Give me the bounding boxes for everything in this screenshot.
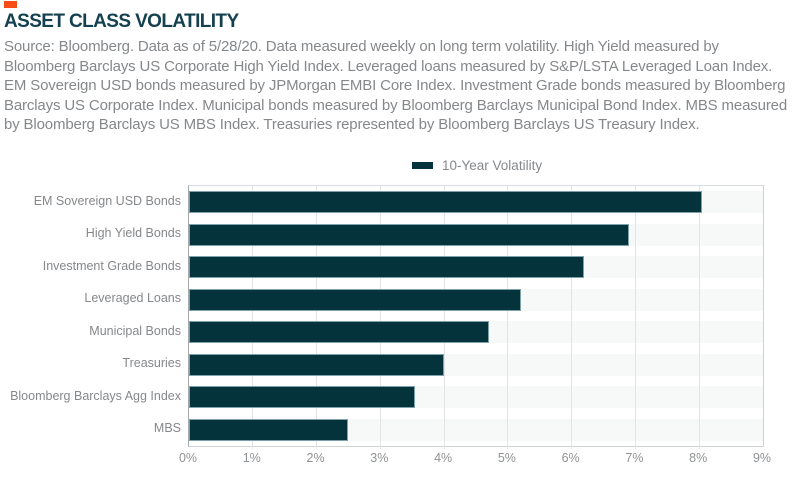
page-title: ASSET CLASS VOLATILITY bbox=[4, 11, 239, 32]
x-axis-tick-label: 9% bbox=[752, 451, 772, 465]
category-label-high-yield-bonds: High Yield Bonds bbox=[85, 226, 181, 241]
brand-accent-chip bbox=[4, 1, 17, 8]
bar-em-sovereign-usd-bonds bbox=[189, 191, 703, 214]
x-axis-tick-label: 8% bbox=[689, 451, 708, 465]
category-label-treasuries: Treasuries bbox=[122, 356, 181, 371]
source-note-line: Source: Bloomberg. Data as of 5/28/20. D… bbox=[4, 38, 719, 55]
category-label-mbs: MBS bbox=[153, 421, 181, 436]
gridline bbox=[698, 186, 700, 449]
x-axis-tick-label: 1% bbox=[242, 451, 261, 465]
bar-high-yield-bonds bbox=[189, 223, 630, 246]
x-axis-tick-label: 3% bbox=[370, 451, 389, 465]
legend-swatch bbox=[412, 162, 433, 169]
category-label-leveraged-loans: Leveraged Loans bbox=[84, 291, 181, 306]
plot-area bbox=[188, 185, 764, 449]
x-axis-tick-label: 5% bbox=[497, 451, 516, 465]
bar-leveraged-loans bbox=[189, 288, 521, 311]
bar-bloomberg-barclays-agg-index bbox=[189, 386, 416, 409]
category-label-bloomberg-barclays-agg-index: Bloomberg Barclays Agg Index bbox=[10, 388, 181, 403]
gridline bbox=[252, 186, 254, 449]
x-axis-tick-label: 4% bbox=[434, 451, 453, 465]
legend-label: 10-Year Volatility bbox=[442, 158, 543, 173]
category-label-investment-grade-bonds: Investment Grade Bonds bbox=[42, 258, 181, 273]
source-note-line: by Bloomberg Barclays US MBS Index. Trea… bbox=[4, 116, 700, 134]
gridline bbox=[507, 186, 509, 449]
x-axis-tick-label: 7% bbox=[625, 451, 644, 465]
bar-mbs bbox=[189, 418, 349, 441]
x-axis-tick-label: 6% bbox=[561, 451, 580, 465]
gridline bbox=[443, 186, 445, 449]
category-label-municipal-bonds: Municipal Bonds bbox=[89, 323, 181, 338]
source-note-line: EM Sovereign USD bonds measured by JPMor… bbox=[4, 77, 786, 95]
source-note-line: Barclays US Corporate Index. Municipal b… bbox=[4, 96, 788, 114]
source-note-line: Bloomberg Barclays US Corporate High Yie… bbox=[4, 57, 773, 75]
gridline bbox=[316, 186, 318, 449]
category-label-em-sovereign-usd-bonds: EM Sovereign USD Bonds bbox=[33, 193, 181, 208]
x-axis-tick-label: 2% bbox=[306, 451, 325, 465]
bar-treasuries bbox=[189, 353, 445, 376]
gridline bbox=[634, 186, 636, 449]
x-axis-tick-label: 0% bbox=[178, 451, 198, 465]
source-note: Source: Bloomberg. Data as of 5/28/20. D… bbox=[4, 37, 787, 135]
gridline bbox=[571, 186, 573, 449]
bar-municipal-bonds bbox=[189, 321, 489, 344]
chart-legend: 10-Year Volatility bbox=[412, 158, 542, 173]
gridline bbox=[379, 186, 381, 449]
bar-investment-grade-bonds bbox=[189, 256, 585, 279]
